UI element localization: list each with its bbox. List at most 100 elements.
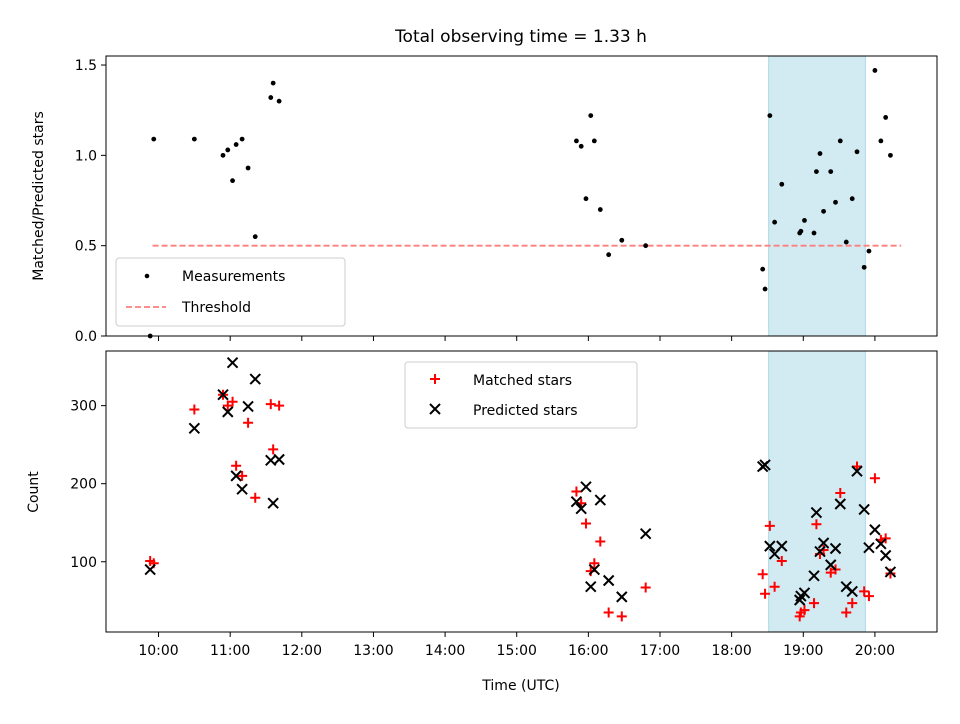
legend-measurements-marker	[144, 273, 150, 279]
x-tick-label: 15:00	[497, 643, 537, 659]
bottom-y-tick-label: 100	[70, 555, 97, 571]
x-tick-label: 16:00	[568, 643, 608, 659]
predicted-star-marker	[829, 542, 842, 555]
matched-star-marker	[580, 518, 591, 529]
bottom-y-axis-label: Count	[26, 471, 42, 513]
predicted-star-marker	[639, 527, 652, 540]
predicted-star-marker	[825, 559, 837, 571]
matched-star-marker	[571, 486, 582, 497]
matched-star-marker	[268, 444, 279, 455]
top-legend: Measurements Threshold	[115, 257, 346, 327]
matched-star-marker	[265, 399, 276, 410]
predicted-star-marker	[242, 400, 254, 413]
top-axes-frame	[105, 55, 938, 337]
measurement-point	[779, 181, 785, 187]
measurement-point	[606, 252, 612, 258]
matched-star-marker	[250, 492, 261, 503]
bottom-count-panel: 100 200 300 10:00 11:00 12:00 13:00 14:00 15:00…	[26, 350, 938, 694]
top-y-tick-label: 0.5	[75, 239, 97, 255]
measurement-point	[888, 152, 893, 158]
x-tick-label: 10:00	[138, 643, 178, 659]
measurement-point	[276, 98, 282, 104]
matched-star-marker	[189, 404, 200, 415]
top-legend-box	[115, 257, 346, 327]
bottom-y-tick-label: 300	[70, 399, 97, 415]
matched-star-marker	[757, 569, 768, 580]
x-tick-label: 17:00	[640, 643, 680, 659]
matched-star-marker	[237, 470, 248, 481]
measurement-point	[861, 264, 867, 270]
matched-star-marker	[595, 536, 606, 547]
legend-predicted-label: Predicted stars	[473, 403, 578, 419]
predicted-star-marker	[869, 524, 881, 536]
measurement-point	[588, 113, 594, 119]
predicted-star-marker	[226, 357, 239, 369]
predicted-star-marker	[144, 563, 156, 576]
measurement-point	[591, 138, 597, 144]
measurement-point	[883, 115, 889, 120]
x-tick-label: 20:00	[855, 643, 895, 659]
x-tick-label: 12:00	[282, 643, 322, 659]
predicted-star-marker	[776, 540, 788, 552]
predicted-star-marker	[798, 587, 811, 599]
legend-threshold-label: Threshold	[181, 300, 251, 316]
matched-star-marker	[769, 581, 780, 592]
bottom-legend-box	[404, 361, 638, 429]
matched-star-marker	[764, 520, 775, 531]
predicted-star-marker	[230, 470, 242, 482]
matched-star-marker	[616, 611, 627, 622]
measurement-point	[828, 169, 834, 175]
matched-star-marker	[885, 568, 896, 579]
top-y-axis-label: Matched/Predicted stars	[31, 111, 47, 281]
matched-star-marker	[231, 460, 242, 471]
top-y-tick-label: 1.0	[75, 148, 97, 164]
predicted-star-marker	[879, 549, 892, 562]
predicted-star-marker	[793, 594, 806, 606]
matched-star-marker	[589, 558, 600, 569]
top-y-tick-label: 0.0	[75, 329, 97, 345]
bottom-shaded-region	[768, 350, 866, 633]
measurement-point	[191, 136, 197, 142]
predicted-star-marker	[764, 540, 776, 552]
predicted-star-marker	[808, 570, 820, 582]
predicted-star-marker	[249, 373, 261, 385]
predicted-star-marker	[594, 494, 607, 506]
matched-star-marker	[869, 473, 880, 484]
predicted-star-marker	[810, 506, 823, 519]
measurement-point	[220, 152, 226, 158]
predicted-star-marker	[814, 545, 826, 558]
measurement-point	[866, 248, 872, 254]
measurement-point	[151, 136, 157, 142]
predicted-star-marker	[863, 541, 875, 554]
measurement-point	[239, 136, 245, 142]
measurement-point	[597, 207, 603, 212]
predicted-star-marker	[851, 465, 863, 477]
legend-matched-label: Matched stars	[473, 373, 572, 389]
matched-star-marker	[859, 586, 870, 597]
measurement-point	[252, 234, 258, 240]
measurement-point	[230, 178, 235, 184]
predicted-star-marker	[846, 585, 858, 598]
predicted-star-marker	[217, 389, 229, 401]
measurement-point	[760, 266, 766, 272]
measurement-point	[233, 142, 239, 147]
matched-star-marker	[841, 607, 852, 618]
measurement-point	[843, 239, 849, 245]
measurement-point	[872, 68, 878, 73]
predicted-star-marker	[236, 483, 248, 495]
measurement-point	[574, 138, 579, 144]
x-tick-label: 11:00	[210, 643, 250, 659]
measurement-point	[798, 228, 804, 234]
measurement-point	[833, 199, 838, 205]
x-tick-label: 19:00	[783, 643, 823, 659]
bottom-legend: Matched stars Predicted stars	[404, 361, 638, 429]
x-tick-label: 18:00	[711, 643, 751, 659]
x-axis-label: Time (UTC)	[481, 678, 559, 694]
measurement-point	[762, 286, 768, 292]
measurement-point	[583, 196, 589, 202]
predicted-star-marker	[602, 574, 615, 587]
measurement-point	[811, 230, 817, 236]
measurement-point	[837, 138, 843, 144]
predicted-star-marker	[616, 591, 628, 603]
